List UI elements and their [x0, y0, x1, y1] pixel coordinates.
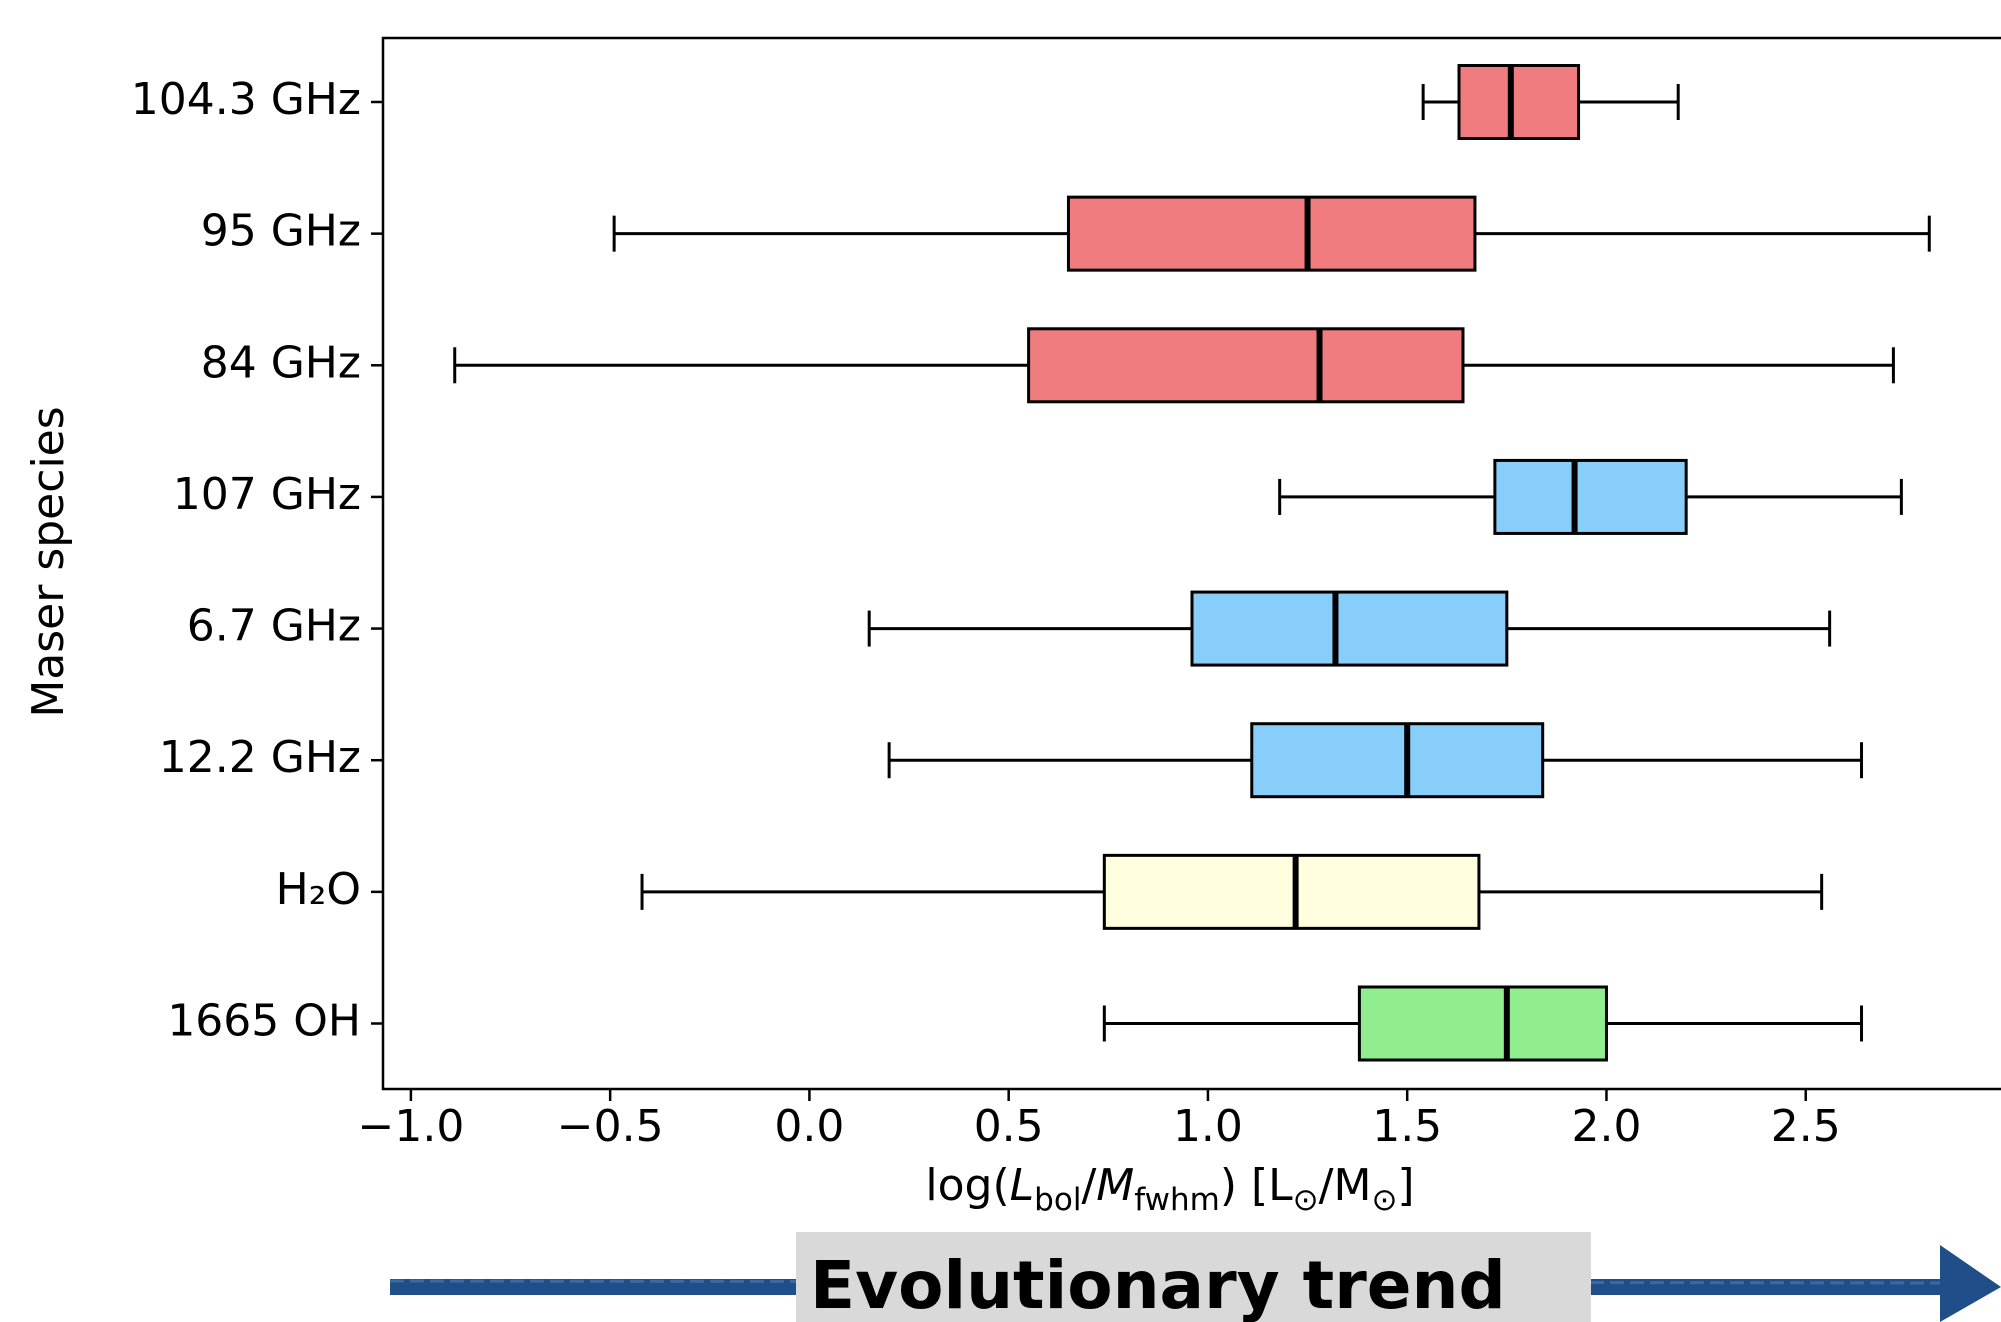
box: [1102, 853, 1481, 930]
box-group: [867, 590, 1832, 667]
x-tick-label: 1.0: [1173, 1101, 1243, 1152]
x-tick-label: −0.5: [557, 1101, 664, 1152]
y-tick-label: 95 GHz: [201, 206, 361, 257]
box-group: [1421, 64, 1680, 140]
x-tick-label: 0.5: [974, 1101, 1044, 1152]
box-group: [453, 327, 1895, 404]
y-tick-label: H₂O: [276, 864, 361, 915]
box: [1493, 458, 1688, 535]
x-axis-label-part: ) [L: [1220, 1160, 1293, 1211]
annotation-box: [796, 1232, 1591, 1322]
box-group: [640, 853, 1824, 930]
y-tick-label: 107 GHz: [173, 469, 361, 520]
box: [1066, 195, 1477, 272]
box: [1357, 985, 1608, 1062]
plot-frame: [381, 36, 2001, 1091]
y-tick-label: 84 GHz: [201, 337, 361, 388]
y-tick-label: 104.3 GHz: [131, 74, 361, 125]
x-axis-label-part: L: [1010, 1160, 1035, 1211]
x-axis-label-part: log(: [925, 1160, 1009, 1211]
x-axis-label: log(Lbol/Mfwhm) [L⊙/M⊙]: [925, 1160, 1414, 1218]
y-tick-label: 12.2 GHz: [159, 732, 361, 783]
x-tick-label: 2.5: [1771, 1101, 1841, 1152]
box-group: [612, 195, 1931, 272]
trend-arrow: Evolutionary trend: [389, 1232, 2001, 1322]
y-tick-label: 1665 OH: [167, 996, 361, 1047]
x-tick-label: −1.0: [357, 1101, 464, 1152]
x-axis-label-part: ⊙: [1371, 1182, 1397, 1218]
y-axis-label: Maser species: [23, 406, 74, 717]
x-axis-label-part: /M: [1319, 1160, 1372, 1211]
y-tick-label: 6.7 GHz: [187, 601, 361, 652]
box: [1190, 590, 1509, 667]
x-axis-label-part: ⊙: [1293, 1182, 1319, 1218]
x-tick-label: 1.5: [1372, 1101, 1442, 1152]
arrow-head: [1940, 1245, 2001, 1322]
box-group: [1278, 458, 1903, 535]
x-axis-label-part: fwhm: [1134, 1182, 1220, 1218]
annotation: Evolutionary trend: [810, 1247, 1506, 1322]
box: [1457, 64, 1581, 140]
x-tick-label: 2.0: [1571, 1101, 1641, 1152]
box: [1027, 327, 1465, 404]
box: [1250, 722, 1545, 799]
x-axis-label-part: /: [1081, 1160, 1096, 1211]
box-group: [887, 722, 1864, 799]
box-group: [1102, 985, 1864, 1062]
x-tick-label: 0.0: [774, 1101, 844, 1152]
x-axis-label-part: M: [1096, 1160, 1134, 1211]
x-axis-label-part: bol: [1034, 1182, 1081, 1218]
x-axis-label-part: ]: [1397, 1160, 1414, 1211]
